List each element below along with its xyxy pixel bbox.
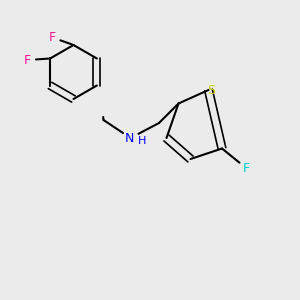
Text: F: F — [24, 53, 31, 67]
Text: H: H — [138, 136, 146, 146]
Text: S: S — [208, 83, 215, 97]
Text: F: F — [242, 161, 250, 175]
Text: N: N — [124, 131, 134, 145]
Text: F: F — [49, 31, 56, 44]
